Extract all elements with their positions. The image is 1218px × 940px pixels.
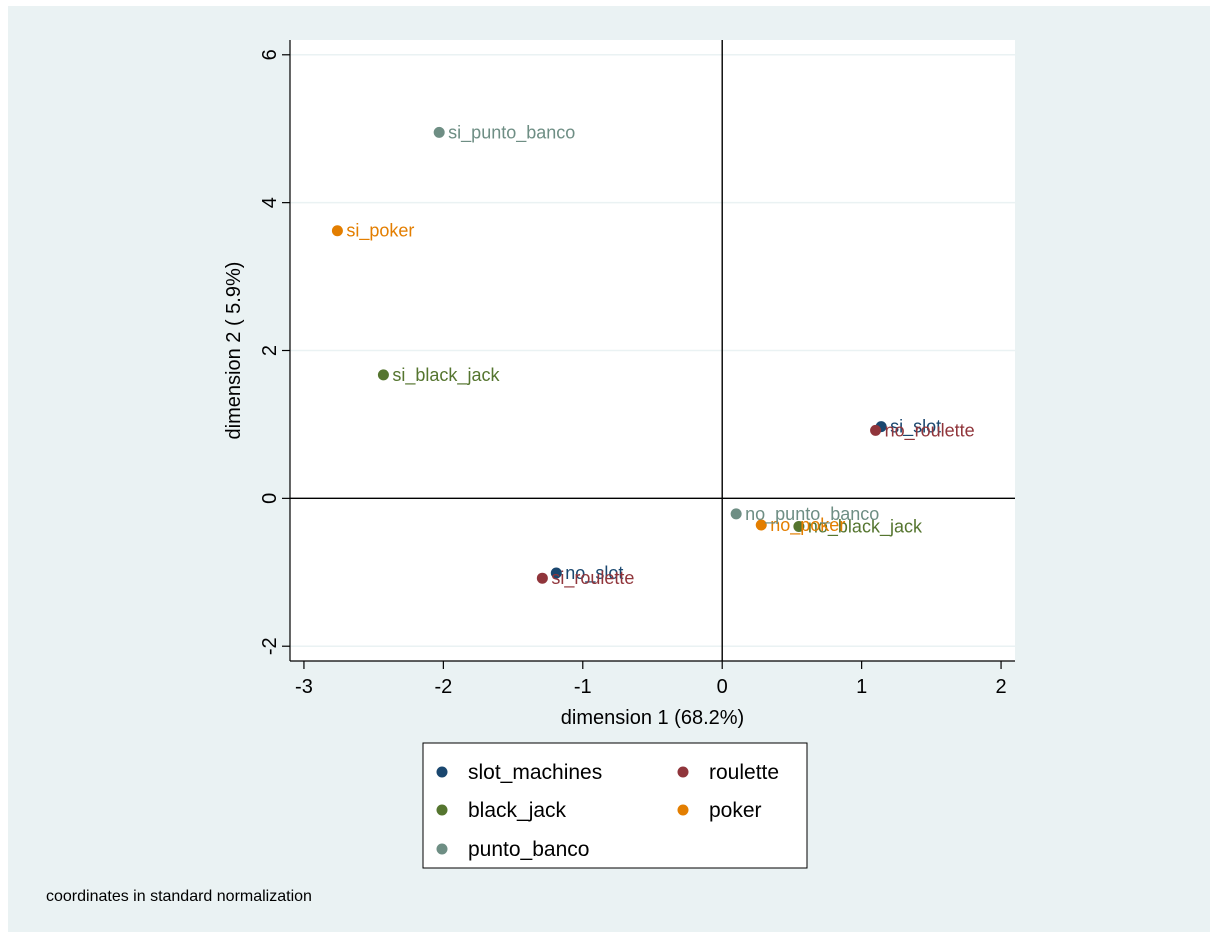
point-label-no-slot: no_slot xyxy=(565,563,623,584)
x-tick-label: -1 xyxy=(574,676,592,698)
point-si-black-jack xyxy=(377,369,389,381)
y-tick-label: 6 xyxy=(259,49,281,60)
point-label-si-punto-banco: si_punto_banco xyxy=(448,122,575,143)
point-si-poker xyxy=(331,225,343,237)
x-axis-title: dimension 1 (68.2%) xyxy=(561,707,744,729)
axes: -3 -2 -1 0 1 2 -2 0 2 4 6 xyxy=(259,40,1015,698)
legend-box xyxy=(422,742,808,869)
point-no-slot xyxy=(550,567,562,579)
legend-label-roulette: roulette xyxy=(709,761,779,784)
point-label-no-poker: no_poker xyxy=(770,515,845,536)
legend-marker-poker xyxy=(677,804,689,816)
y-tick-label: 0 xyxy=(259,493,281,504)
y-axis-title: dimension 2 ( 5.9%) xyxy=(223,262,245,440)
x-tick-label: -2 xyxy=(434,676,452,698)
legend-label-punto-banco: punto_banco xyxy=(468,838,589,861)
x-tick-label: 1 xyxy=(856,676,867,698)
legend-marker-punto-banco xyxy=(436,843,448,855)
legend-marker-black-jack xyxy=(436,804,448,816)
y-tick-label: 4 xyxy=(259,197,281,208)
x-tick-label: 2 xyxy=(995,676,1006,698)
x-tick-label: 0 xyxy=(717,676,728,698)
point-no-punto-banco xyxy=(730,508,742,520)
x-tick-label: -3 xyxy=(295,676,313,698)
point-label-si-slot: si_slot xyxy=(890,417,941,438)
data-points xyxy=(331,126,887,584)
point-si-punto-banco xyxy=(433,126,445,138)
point-labels: si_slot no_slot no_roulette si_roulette si_b… xyxy=(346,122,974,589)
point-no-poker xyxy=(755,519,767,531)
legend-label-black-jack: black_jack xyxy=(468,799,567,822)
legend: slot_machines roulette black_jack poker punt… xyxy=(422,742,808,869)
point-label-si-black-jack: si_black_jack xyxy=(392,365,500,386)
point-label-si-roulette: si_roulette xyxy=(551,568,634,589)
legend-marker-roulette xyxy=(677,766,689,778)
point-label-no-roulette: no_roulette xyxy=(885,420,975,441)
point-label-si-poker: si_poker xyxy=(346,221,414,242)
legend-label-poker: poker xyxy=(709,799,762,822)
y-tick-label: 2 xyxy=(259,345,281,356)
y-tick-label: -2 xyxy=(259,637,281,655)
point-label-no-punto-banco: no_punto_banco xyxy=(745,504,879,525)
point-label-no-black-jack: no_black_jack xyxy=(808,516,923,537)
point-no-black-jack xyxy=(793,520,805,532)
footnote: coordinates in standard normalization xyxy=(46,888,312,905)
legend-marker-slot-machines xyxy=(436,766,448,778)
point-si-roulette xyxy=(536,572,548,584)
point-no-roulette xyxy=(870,424,882,436)
legend-label-slot-machines: slot_machines xyxy=(468,761,602,784)
